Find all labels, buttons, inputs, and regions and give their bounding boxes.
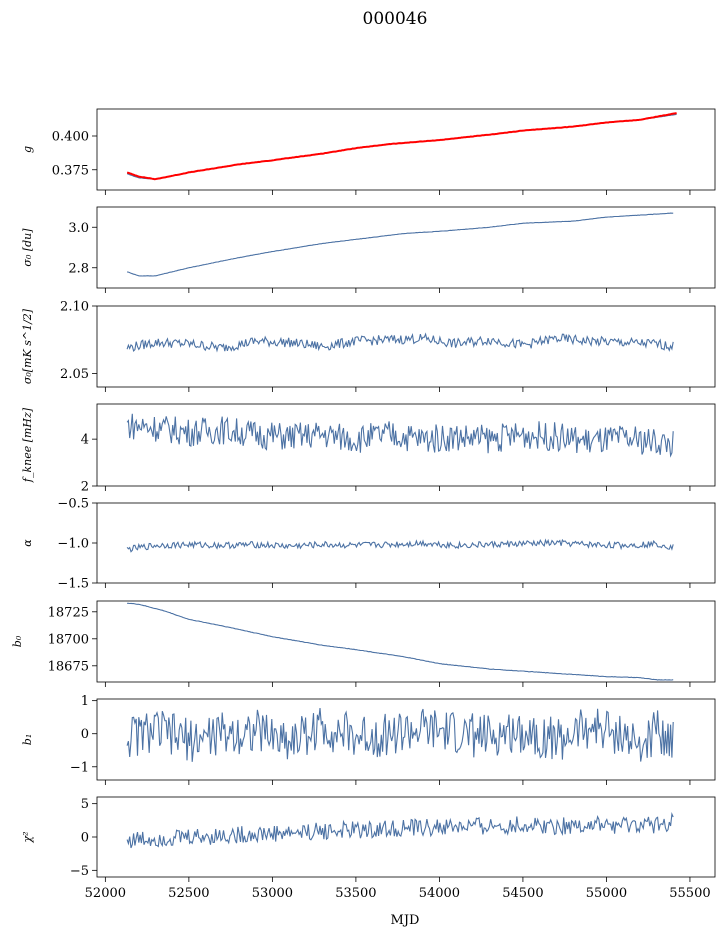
y-tick-label: 1 [81, 694, 89, 709]
series-line [127, 602, 674, 681]
x-tick-label: 54500 [502, 886, 543, 901]
y-axis-label: σ₀[mK s^1/2] [21, 308, 34, 384]
y-tick-label: 2.05 [60, 367, 89, 382]
y-axis-label: b₀ [11, 635, 24, 647]
axes-frame [96, 206, 716, 289]
x-tick-label: 52000 [85, 886, 126, 901]
y-axis-label: σ₀ [du] [21, 228, 34, 267]
axes-frame [96, 600, 716, 683]
y-tick-label: 0 [81, 727, 89, 742]
y-axis-label: b₁ [21, 734, 34, 745]
axes-frame [96, 698, 716, 781]
x-tick-label: 54000 [419, 886, 460, 901]
y-tick-label: −1 [70, 760, 89, 775]
x-axis-label: MJD [391, 913, 420, 928]
y-tick-label: 18675 [48, 659, 89, 674]
y-tick-label: 2.10 [60, 300, 89, 315]
series-line [126, 332, 674, 353]
y-tick-label: 2 [81, 480, 89, 495]
series-line [126, 538, 674, 553]
y-axis-label: χ² [21, 831, 34, 843]
y-tick-label: 5 [81, 797, 89, 812]
y-axis-label: f_knee [mHz] [21, 407, 34, 483]
y-tick-label: −1.5 [57, 577, 89, 592]
x-tick-label: 55500 [669, 886, 710, 901]
fit-line [126, 112, 677, 181]
y-tick-label: −1.0 [57, 537, 89, 552]
y-tick-label: −0.5 [57, 497, 89, 512]
x-tick-label: 53000 [252, 886, 293, 901]
y-tick-label: −5 [70, 864, 89, 879]
axes-frame [96, 403, 716, 487]
axes-frame [96, 305, 716, 388]
figure-title: 000046 [363, 9, 428, 29]
x-tick-label: 52500 [168, 886, 209, 901]
x-tick-label: 53500 [335, 886, 376, 901]
y-axis-label: g [21, 146, 34, 153]
panels-group: 0.375 0.400 g 2.8 3.0 σ₀ [du] 2.05 2.10 σ₀[mK s^… [11, 108, 716, 901]
y-tick-label: 2.8 [68, 261, 89, 276]
series-line [126, 413, 674, 458]
axes-frame [96, 796, 716, 878]
x-tick-label: 55000 [586, 886, 627, 901]
y-tick-label: 0.375 [52, 163, 89, 178]
y-tick-label: 18725 [48, 605, 89, 620]
y-tick-label: 3.0 [68, 221, 89, 236]
y-tick-label: 18700 [48, 632, 89, 647]
y-tick-label: 4 [81, 433, 89, 448]
series-line [126, 812, 674, 849]
y-tick-label: 0 [81, 831, 89, 846]
series-line [126, 708, 674, 762]
y-tick-label: 0.400 [52, 130, 89, 145]
series-line [127, 212, 674, 277]
y-axis-label: α [21, 539, 34, 547]
axes-frame [96, 108, 716, 191]
